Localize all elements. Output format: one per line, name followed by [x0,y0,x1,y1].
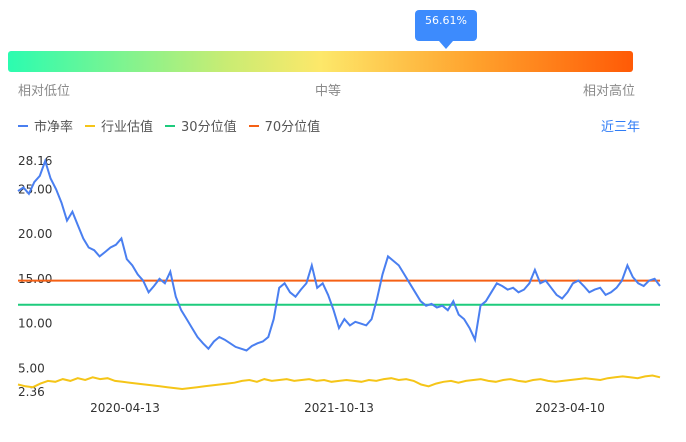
legend-label-p70: 70分位值 [264,120,321,135]
x-tick-label: 2023-04-10 [535,401,605,415]
y-tick-label: 25.00 [18,182,52,196]
legend-item-p70[interactable]: 70分位值 [248,116,321,135]
range-selector-3y[interactable]: 近三年 [600,120,640,135]
y-tick-label: 10.00 [18,317,52,331]
gauge-low-label: 相对低位 [18,84,71,99]
legend-swatch-industry [85,124,96,127]
gauge-high-label: 相对高位 [583,84,636,99]
pb-series-line [17,157,661,352]
legend-swatch-pb [18,124,28,127]
x-axis-ticks: 2020-04-13 2021-10-13 2023-04-10 [90,401,605,415]
legend-item-p30[interactable]: 30分位值 [165,116,237,135]
percentile-value: 56.61% [425,14,467,27]
chart-legend: 市净率 行业估值 30分位值 70分位值 [18,116,320,135]
x-tick-label: 2020-04-13 [90,401,160,415]
legend-label-p30: 30分位值 [181,120,237,135]
industry-series-line [17,374,661,391]
legend-label-pb: 市净率 [34,120,74,135]
y-tick-label: 20.00 [18,227,52,241]
y-tick-label: 5.00 [18,361,45,375]
gauge-mid-label: 中等 [315,84,342,99]
legend-swatch-p30 [165,124,176,127]
x-tick-label: 2021-10-13 [304,401,374,415]
valuation-gauge-bar [8,51,633,72]
legend-item-industry[interactable]: 行业估值 [85,116,153,135]
percentile-tooltip: 56.61% [415,10,477,49]
y-tick-label: 15.00 [18,272,52,286]
legend-label-industry: 行业估值 [101,120,154,135]
y-tick-label: 2.36 [18,385,45,399]
legend-swatch-p70 [248,124,259,127]
legend-item-pb[interactable]: 市净率 [18,116,73,135]
